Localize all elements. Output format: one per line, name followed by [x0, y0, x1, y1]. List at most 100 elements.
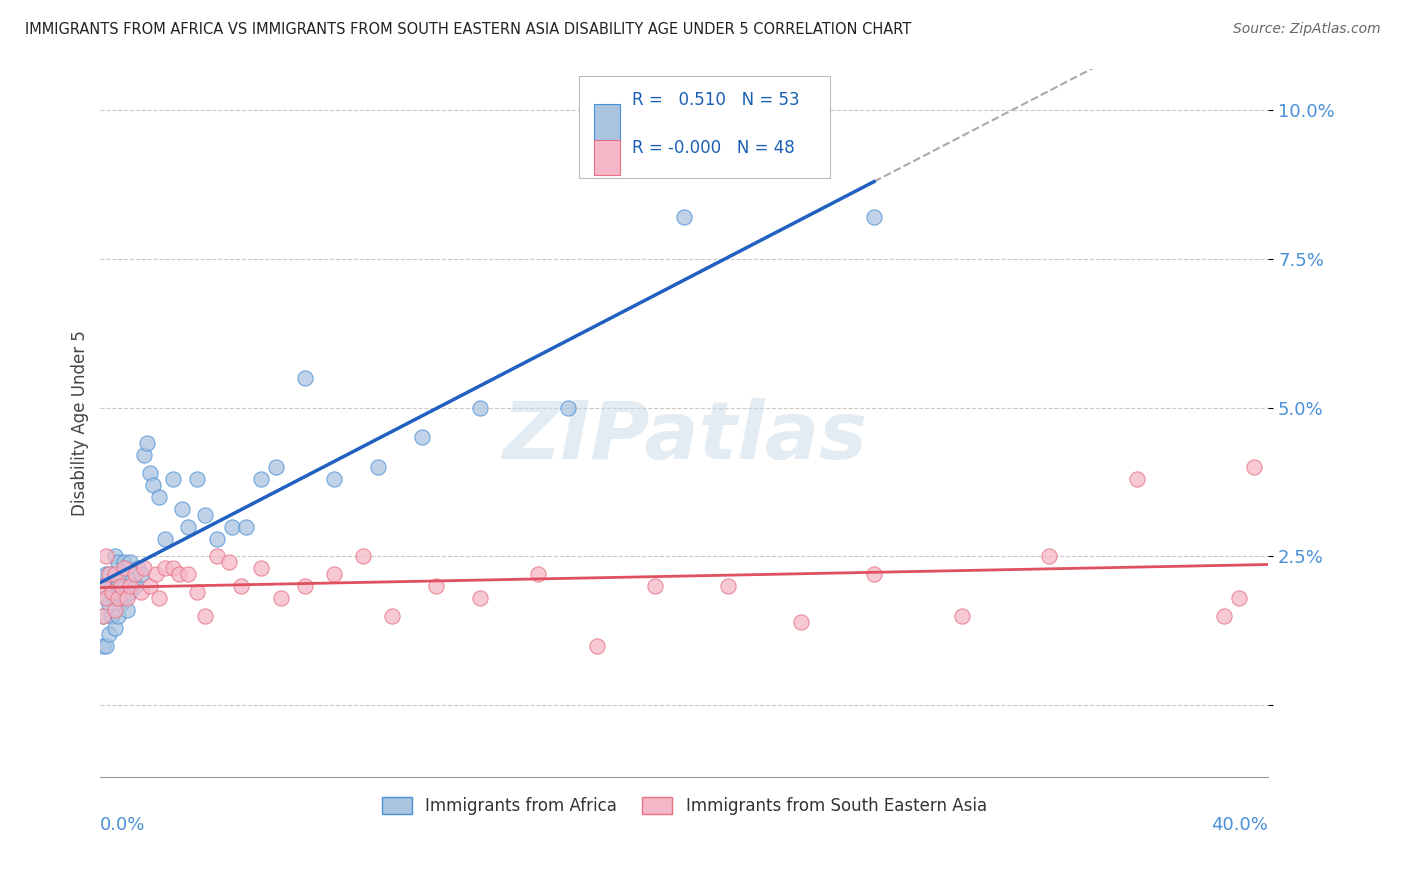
Point: [229, 579, 252, 593]
FancyBboxPatch shape: [579, 76, 831, 178]
Point: [790, 615, 813, 629]
Point: [1227, 591, 1250, 606]
Point: [468, 401, 491, 415]
Point: [91, 639, 114, 653]
Point: [221, 519, 243, 533]
Point: [104, 603, 127, 617]
Point: [717, 579, 740, 593]
Point: [194, 508, 217, 522]
Legend: Immigrants from Africa, Immigrants from South Eastern Asia: Immigrants from Africa, Immigrants from …: [375, 790, 993, 822]
Point: [1243, 460, 1265, 475]
Point: [112, 556, 135, 570]
Point: [104, 621, 127, 635]
Point: [139, 466, 162, 480]
Point: [96, 591, 118, 606]
Point: [142, 478, 165, 492]
Point: [121, 574, 143, 588]
Point: [110, 597, 132, 611]
Point: [91, 609, 114, 624]
Point: [115, 561, 138, 575]
Point: [352, 549, 374, 564]
Point: [527, 567, 550, 582]
Point: [270, 591, 292, 606]
Point: [96, 591, 118, 606]
Point: [468, 591, 491, 606]
Point: [134, 448, 156, 462]
Point: [118, 579, 141, 593]
Point: [673, 211, 696, 225]
Point: [98, 567, 121, 582]
Point: [96, 567, 118, 582]
Point: [863, 211, 886, 225]
Point: [112, 561, 135, 575]
Point: [101, 609, 124, 624]
FancyBboxPatch shape: [595, 104, 620, 140]
Text: R =   0.510   N = 53: R = 0.510 N = 53: [631, 91, 800, 109]
Point: [134, 561, 156, 575]
Text: IMMIGRANTS FROM AFRICA VS IMMIGRANTS FROM SOUTH EASTERN ASIA DISABILITY AGE UNDE: IMMIGRANTS FROM AFRICA VS IMMIGRANTS FRO…: [25, 22, 911, 37]
Point: [107, 556, 129, 570]
Point: [139, 579, 162, 593]
Point: [91, 609, 114, 624]
Point: [98, 597, 121, 611]
Point: [162, 472, 184, 486]
Point: [118, 556, 141, 570]
Point: [127, 561, 149, 575]
Point: [950, 609, 973, 624]
Point: [112, 591, 135, 606]
Point: [194, 609, 217, 624]
Point: [323, 567, 346, 582]
Text: ZIPatlas: ZIPatlas: [502, 398, 868, 475]
Point: [153, 561, 176, 575]
Point: [115, 591, 138, 606]
Point: [205, 532, 228, 546]
Point: [124, 567, 146, 582]
Point: [107, 591, 129, 606]
Point: [186, 472, 208, 486]
Point: [644, 579, 666, 593]
Point: [124, 579, 146, 593]
Point: [107, 579, 129, 593]
Point: [264, 460, 287, 475]
Point: [186, 585, 208, 599]
Point: [110, 567, 132, 582]
Point: [96, 549, 118, 564]
Point: [218, 556, 240, 570]
Point: [235, 519, 257, 533]
Point: [115, 603, 138, 617]
Point: [294, 371, 316, 385]
Point: [110, 579, 132, 593]
Y-axis label: Disability Age Under 5: Disability Age Under 5: [72, 330, 89, 516]
Point: [250, 561, 273, 575]
Text: R = -0.000   N = 48: R = -0.000 N = 48: [631, 139, 794, 157]
Point: [323, 472, 346, 486]
Point: [381, 609, 404, 624]
Point: [107, 609, 129, 624]
Point: [118, 585, 141, 599]
Text: 40.0%: 40.0%: [1212, 815, 1268, 833]
FancyBboxPatch shape: [595, 140, 620, 175]
Point: [153, 532, 176, 546]
Point: [96, 639, 118, 653]
Point: [129, 567, 152, 582]
Point: [425, 579, 447, 593]
Point: [162, 561, 184, 575]
Point: [863, 567, 886, 582]
Point: [104, 567, 127, 582]
Point: [557, 401, 579, 415]
Point: [177, 519, 200, 533]
Point: [136, 436, 159, 450]
Point: [91, 579, 114, 593]
Point: [104, 549, 127, 564]
Point: [367, 460, 389, 475]
Point: [98, 567, 121, 582]
Point: [148, 591, 170, 606]
Point: [91, 579, 114, 593]
Point: [101, 579, 124, 593]
Point: [1038, 549, 1060, 564]
Text: 0.0%: 0.0%: [100, 815, 146, 833]
Point: [172, 501, 194, 516]
Point: [294, 579, 316, 593]
Point: [98, 627, 121, 641]
Point: [1126, 472, 1149, 486]
